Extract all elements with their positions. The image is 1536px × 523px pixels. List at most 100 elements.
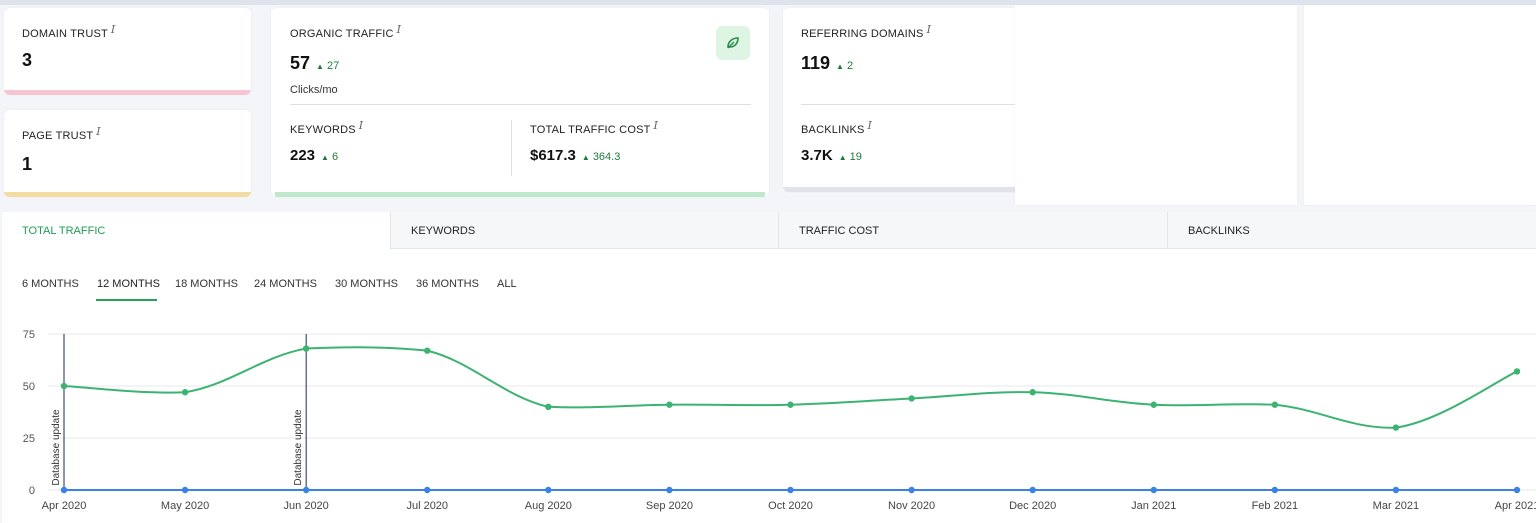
page-trust-value: 1 (22, 154, 33, 174)
secondary-series-point (666, 486, 673, 494)
period-all[interactable]: ALL (497, 278, 517, 290)
organic-traffic-delta: 27 (316, 60, 339, 72)
tab-traffic-cost[interactable]: TRAFFIC COST (779, 212, 1168, 249)
traffic-series-line (63, 346, 1518, 429)
page-trust-label: PAGE TRUST i (22, 125, 101, 142)
domain-trust-info-icon[interactable]: i (110, 23, 116, 36)
leaf-icon[interactable] (716, 26, 750, 60)
referring-domains-label: REFERRING DOMAINS i (801, 23, 932, 40)
x-tick-label: May 2020 (161, 500, 209, 512)
secondary-series-point (545, 486, 552, 494)
x-tick-label: Apr 2020 (42, 500, 87, 512)
organic-traffic-bar (275, 192, 765, 197)
chart-panel: 6 MONTHS 12 MONTHS 18 MONTHS 24 MONTHS 3… (2, 249, 1536, 523)
period-18-months[interactable]: 18 MONTHS (175, 278, 238, 290)
period-active-indicator (96, 299, 157, 301)
y-tick-label: 50 (23, 381, 35, 393)
traffic-series-point (424, 347, 431, 354)
secondary-series-point (1150, 486, 1157, 494)
blank-panel-2 (1304, 5, 1536, 205)
x-tick-label: Dec 2020 (1009, 500, 1056, 512)
traffic-series-point (545, 403, 552, 410)
period-6-months[interactable]: 6 MONTHS (22, 278, 79, 290)
organic-vertical-divider (511, 120, 512, 176)
traffic-series-point (787, 401, 794, 408)
x-tick-label: Aug 2020 (525, 500, 572, 512)
referring-divider (801, 104, 1015, 105)
keywords-delta: 6 (321, 151, 338, 163)
traffic-series-point (908, 395, 915, 402)
x-tick-label: Sep 2020 (646, 500, 693, 512)
traffic-cost-info-icon[interactable]: i (653, 119, 659, 132)
traffic-series-point (1150, 401, 1157, 408)
blank-panel-1 (1015, 5, 1297, 205)
y-tick-label: 0 (29, 485, 35, 497)
traffic-series-point (1271, 401, 1279, 408)
tab-total-traffic[interactable]: TOTAL TRAFFIC (2, 212, 391, 249)
domain-trust-label: DOMAIN TRUST i (22, 23, 116, 40)
secondary-series-point (1513, 486, 1521, 494)
secondary-series-point (787, 486, 794, 494)
traffic-line-chart: 0 25 50 75 Apr 2020 May 2020 Jun 2020 Jul 2020 A… (23, 329, 1536, 512)
traffic-series-point (666, 401, 673, 408)
organic-traffic-value: 57 27 (290, 53, 339, 74)
x-tick-label: Mar 2021 (1373, 500, 1419, 512)
referring-domains-value: 119 2 (801, 53, 853, 74)
organic-traffic-label: ORGANIC TRAFFIC i (290, 23, 402, 40)
backlinks-delta: 19 (839, 151, 862, 163)
domain-trust-bar (4, 90, 251, 95)
x-tick-label: Jul 2020 (406, 500, 448, 512)
period-12-months[interactable]: 12 MONTHS (97, 278, 160, 290)
traffic-cost-label: TOTAL TRAFFIC COST i (530, 119, 659, 136)
traffic-series-point (181, 389, 189, 396)
annotation-label: Database update (293, 409, 304, 486)
organic-traffic-info-icon[interactable]: i (396, 23, 402, 36)
referring-domains-info-icon[interactable]: i (926, 23, 932, 36)
referring-domains-delta: 2 (836, 60, 853, 72)
secondary-series-point (1392, 486, 1400, 494)
x-tick-label: Oct 2020 (768, 500, 813, 512)
keywords-info-icon[interactable]: i (358, 119, 364, 132)
referring-domains-bar (783, 187, 1015, 192)
organic-traffic-card: ORGANIC TRAFFIC i 57 27 Clicks/mo KEYWOR… (271, 8, 769, 197)
secondary-series-point (302, 486, 310, 494)
tab-keywords[interactable]: KEYWORDS (391, 212, 779, 249)
traffic-series-point (60, 382, 68, 390)
traffic-series-point (1029, 389, 1036, 396)
keywords-value: 223 6 (290, 147, 338, 164)
backlinks-label: BACKLINKS i (801, 119, 873, 136)
secondary-series-point (908, 486, 915, 494)
traffic-series-point (1392, 424, 1400, 431)
y-tick-label: 25 (23, 433, 35, 445)
traffic-cost-delta: 364.3 (582, 151, 621, 163)
secondary-series-point (60, 486, 68, 494)
y-tick-label: 75 (23, 329, 35, 341)
tab-backlinks[interactable]: BACKLINKS (1188, 224, 1250, 237)
backlinks-value: 3.7K 19 (801, 147, 862, 164)
top-border (0, 0, 1536, 5)
secondary-series-point (1029, 486, 1036, 494)
organic-traffic-unit: Clicks/mo (290, 84, 338, 96)
referring-domains-card: REFERRING DOMAINS i 119 2 BACKLINKS i 3.… (783, 8, 1015, 192)
secondary-series-point (181, 486, 189, 494)
period-30-months[interactable]: 30 MONTHS (335, 278, 398, 290)
chart-tabs: TOTAL TRAFFIC KEYWORDS TRAFFIC COST BACK… (2, 212, 1536, 249)
domain-trust-card: DOMAIN TRUST i 3 (4, 8, 251, 95)
page-trust-card: PAGE TRUST i 1 (4, 110, 251, 197)
x-tick-label: Nov 2020 (888, 500, 935, 512)
page-trust-bar (4, 192, 251, 197)
traffic-series-point (1513, 368, 1521, 375)
traffic-series-point (302, 345, 310, 352)
backlinks-info-icon[interactable]: i (867, 119, 873, 132)
x-tick-label: Feb 2021 (1252, 500, 1298, 512)
annotation-label: Database update (51, 409, 62, 486)
x-tick-label: Jan 2021 (1131, 500, 1176, 512)
x-tick-label: Jun 2020 (284, 500, 329, 512)
period-24-months[interactable]: 24 MONTHS (254, 278, 317, 290)
period-36-months[interactable]: 36 MONTHS (416, 278, 479, 290)
organic-divider (290, 104, 751, 105)
traffic-cost-value: $617.3 364.3 (530, 147, 620, 164)
page-trust-info-icon[interactable]: i (96, 125, 101, 138)
secondary-series-point (1271, 486, 1279, 494)
secondary-series-point (424, 486, 431, 494)
